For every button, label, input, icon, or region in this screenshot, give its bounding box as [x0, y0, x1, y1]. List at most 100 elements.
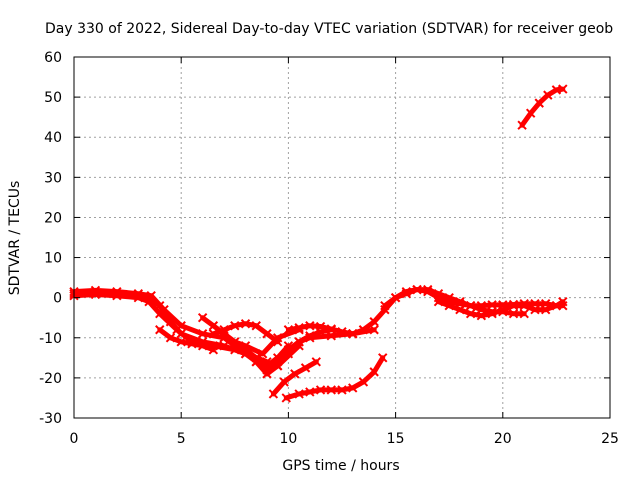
data-point: [487, 309, 497, 319]
data-point: [369, 317, 379, 327]
data-point: [305, 333, 315, 343]
data-point: [337, 385, 347, 395]
y-tick-label: 10: [44, 251, 62, 267]
data-series: [69, 84, 568, 403]
y-axis-label: SDTVAR / TECUs: [7, 181, 23, 296]
y-tick-label: 50: [44, 90, 62, 106]
x-tick-label: 5: [177, 431, 186, 447]
y-tick-label: -30: [39, 411, 62, 427]
data-point: [197, 329, 208, 339]
data-point: [465, 309, 476, 319]
data-point: [444, 300, 454, 311]
data-point: [294, 389, 304, 399]
data-point: [208, 329, 219, 339]
data-point: [300, 363, 311, 373]
y-tick-label: 20: [44, 210, 62, 226]
data-point: [187, 339, 197, 349]
data-point: [498, 304, 508, 315]
data-point: [455, 296, 465, 307]
data-point: [508, 309, 519, 319]
data-point: [444, 292, 454, 303]
data-point: [197, 313, 208, 323]
data-point: [230, 341, 240, 351]
data-point: [290, 369, 300, 379]
data-point: [534, 98, 544, 108]
data-point: [519, 300, 529, 311]
data-point: [294, 323, 304, 333]
data-point: [551, 300, 562, 311]
data-point: [517, 120, 527, 130]
data-point: [348, 383, 358, 393]
data-point: [112, 286, 122, 297]
data-point: [305, 321, 315, 331]
data-point: [326, 331, 336, 341]
data-point: [390, 292, 401, 303]
x-tick-label: 15: [387, 431, 405, 447]
data-point: [281, 393, 291, 403]
data-point: [433, 296, 444, 307]
data-point: [90, 285, 101, 296]
data-point: [155, 325, 165, 335]
x-tick-label: 25: [601, 431, 619, 447]
data-point: [315, 385, 326, 395]
data-point: [305, 387, 315, 397]
data-point: [230, 321, 240, 331]
data-point: [423, 284, 433, 295]
y-tick-label: -20: [39, 371, 62, 387]
x-tick-label: 20: [494, 431, 512, 447]
data-point: [465, 300, 476, 311]
x-axis-label: GPS time / hours: [282, 458, 399, 474]
x-tick-label: 10: [279, 431, 297, 447]
data-point: [165, 333, 176, 343]
y-tick-label: 60: [44, 50, 62, 66]
chart-title: Day 330 of 2022, Sidereal Day-to-day VTE…: [45, 21, 613, 37]
data-point: [378, 353, 388, 363]
data-point: [412, 284, 422, 295]
data-point: [279, 377, 289, 387]
x-tick-label: 0: [70, 431, 79, 447]
y-tick-label: 30: [44, 170, 62, 186]
data-point: [219, 333, 229, 343]
data-point: [558, 296, 568, 307]
data-point: [326, 385, 336, 395]
data-point: [369, 325, 379, 335]
y-tick-label: 40: [44, 130, 62, 146]
data-point: [251, 357, 261, 367]
y-tick-label: 0: [53, 291, 62, 307]
data-point: [257, 349, 268, 359]
data-point: [176, 321, 186, 331]
data-point: [455, 304, 465, 315]
data-point: [197, 341, 208, 351]
data-point: [315, 321, 326, 332]
data-point: [543, 90, 553, 100]
data-point: [525, 108, 536, 118]
data-point: [272, 361, 283, 371]
data-point: [133, 288, 144, 299]
data-point: [294, 337, 304, 347]
data-point: [283, 349, 294, 359]
plot-frame: [73, 56, 611, 419]
axis-ticks: 0 5 10 15 20 25 -30 -20 -10 0 10 20 30 40 50 60: [39, 50, 619, 447]
data-point: [358, 325, 369, 335]
data-point: [476, 311, 487, 321]
series-arc-11: [283, 355, 386, 401]
data-point: [326, 324, 336, 334]
data-point: [380, 300, 390, 311]
data-point: [348, 329, 358, 339]
data-point: [401, 288, 412, 299]
data-point: [369, 367, 379, 377]
data-point: [519, 309, 529, 319]
data-point: [240, 345, 251, 355]
data-point: [358, 377, 369, 387]
data-point: [208, 321, 219, 331]
data-point: [146, 290, 156, 301]
data-point: [311, 357, 321, 367]
data-point: [268, 389, 279, 399]
series-arc-8: [243, 327, 377, 377]
data-point: [337, 327, 347, 337]
data-point: [558, 84, 568, 94]
data-point: [530, 304, 540, 315]
data-point: [283, 325, 294, 335]
data-point: [508, 300, 519, 311]
